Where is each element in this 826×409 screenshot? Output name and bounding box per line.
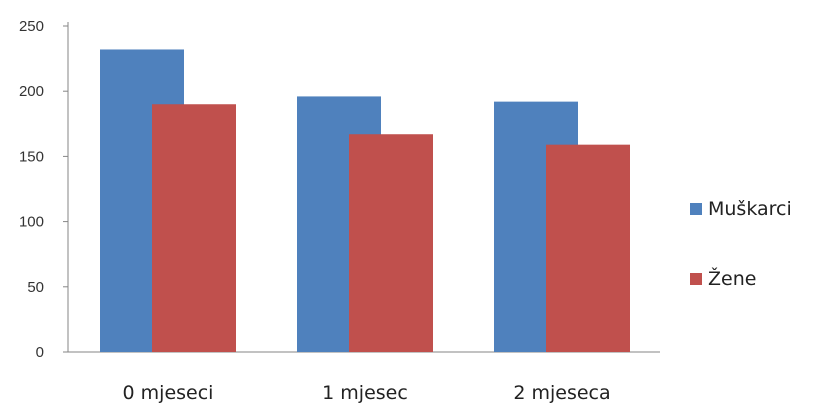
y-tick-label: 250: [19, 18, 44, 35]
x-category-label: 1 mjesec: [322, 382, 408, 404]
y-tick-label: 50: [27, 279, 44, 296]
bar-series-2: [546, 144, 630, 352]
y-tick-label: 150: [19, 148, 44, 165]
legend: Muškarci Žene: [690, 198, 792, 290]
y-tick-label: 0: [36, 344, 44, 361]
x-category-labels: 0 mjeseci 1 mjesec 2 mjeseca: [123, 382, 611, 404]
legend-label: Muškarci: [708, 198, 792, 220]
x-category-label: 2 mjeseca: [513, 382, 610, 404]
legend-swatch: [690, 273, 702, 285]
y-tick-labels: 0 50 100 150 200 250: [19, 18, 44, 361]
bar-series-2: [152, 104, 236, 353]
bars: [100, 49, 630, 353]
y-tick-label: 100: [19, 214, 44, 231]
y-tick-label: 200: [19, 83, 44, 100]
x-category-label: 0 mjeseci: [123, 382, 214, 404]
legend-label: Žene: [708, 267, 756, 290]
bar-series-2: [349, 134, 433, 352]
legend-swatch: [690, 203, 702, 215]
